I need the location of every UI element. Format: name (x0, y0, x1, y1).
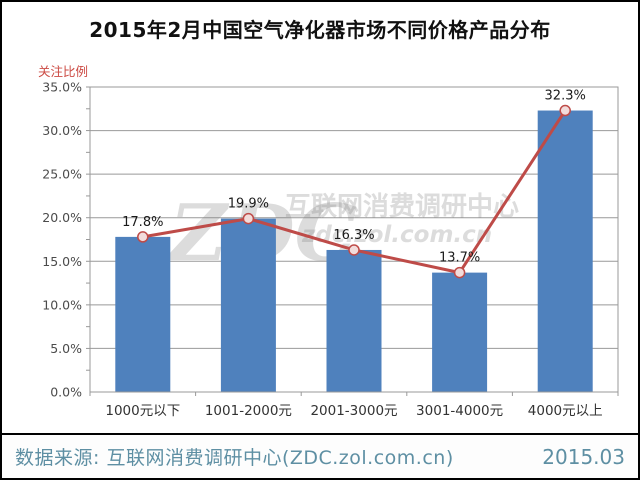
data-label-3001-4000元: 13.7% (439, 251, 480, 266)
x-category-label-1001-2000元: 1001-2000元 (205, 403, 292, 419)
bar-1000元以下 (115, 236, 171, 392)
bar-3001-4000元 (432, 272, 488, 392)
y-tick-label-0.0%: 0.0% (50, 385, 82, 400)
y-tick-label-25.0%: 25.0% (42, 167, 82, 182)
y-tick-label-30.0%: 30.0% (42, 123, 82, 138)
data-label-2001-3000元: 16.3% (333, 228, 374, 243)
watermark-name-text: 互联网消费调研中心 (285, 192, 519, 222)
line-marker-3001-4000元 (453, 266, 466, 279)
bar-1001-2000元 (220, 218, 276, 392)
data-label-1000元以下: 17.8% (122, 215, 163, 230)
bar-4000元以上 (537, 110, 593, 393)
y-tick-label-10.0%: 10.0% (42, 297, 82, 312)
data-label-4000元以上: 32.3% (545, 89, 586, 104)
x-category-label-2001-3000元: 2001-3000元 (310, 403, 397, 419)
price-distribution-chart: ZDC互联网消费调研中心zdc.zol.com.cn17.8%19.9%16.3… (42, 80, 619, 419)
y-axis-title: 关注比例 (38, 64, 89, 79)
y-tick-label-35.0%: 35.0% (42, 80, 82, 95)
line-marker-1000元以下 (137, 231, 149, 243)
x-category-label-4000元以上: 4000元以上 (528, 403, 603, 419)
bar-2001-3000元 (326, 249, 382, 392)
y-tick-label-15.0%: 15.0% (42, 254, 82, 269)
line-marker-2001-3000元 (348, 244, 360, 256)
chart-title: 2015年2月中国空气净化器市场不同价格产品分布 (89, 18, 551, 42)
footer-bar: 数据来源: 互联网消费调研中心(ZDC.zol.com.cn) 2015.03 (2, 433, 638, 478)
report-period: 2015.03 (542, 444, 625, 469)
line-marker-4000元以上 (559, 104, 571, 117)
data-source-text: 数据来源: 互联网消费调研中心(ZDC.zol.com.cn) (15, 447, 454, 469)
data-label-1001-2000元: 19.9% (228, 197, 269, 212)
x-category-label-3001-4000元: 3001-4000元 (416, 403, 503, 419)
y-tick-label-20.0%: 20.0% (42, 210, 82, 225)
line-marker-1001-2000元 (242, 212, 255, 225)
y-tick-label-5.0%: 5.0% (50, 341, 82, 356)
x-category-label-1000元以下: 1000元以下 (105, 403, 180, 419)
